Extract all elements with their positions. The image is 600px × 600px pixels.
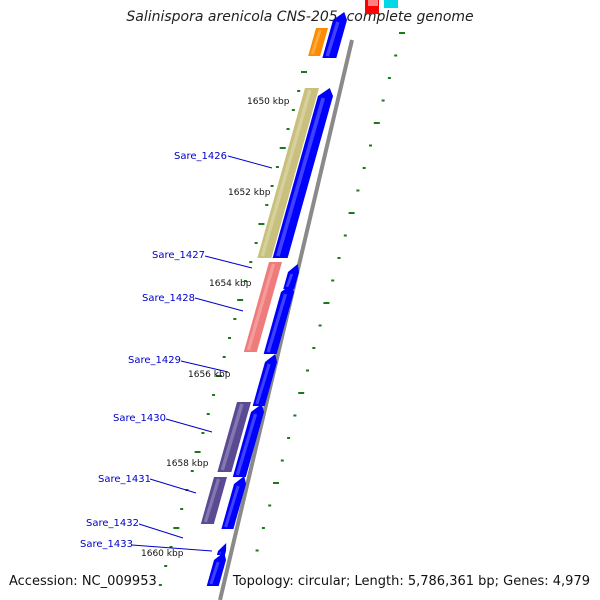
ruler-label: 1656 kbp (188, 370, 231, 380)
gene-arrow (263, 284, 294, 354)
salmon-feature (243, 262, 282, 352)
tick-layer (158, 32, 405, 586)
gene-arrow (221, 476, 246, 529)
gene-label: Sare_1429 (128, 355, 181, 366)
gene-label: Sare_1427 (152, 250, 205, 261)
gene-label: Sare_1430 (113, 413, 166, 424)
gene-leader-line (138, 523, 184, 539)
gene-label: Sare_1428 (142, 293, 195, 304)
gene-arrow (252, 354, 277, 406)
purple-feature-shine (220, 403, 244, 471)
purple-feature-shine (203, 478, 221, 523)
gene-arrow (216, 543, 227, 555)
label-layer: 1650 kbp 1652 kbp 1654 kbp 1656 kbp 1658 kbp… (80, 97, 290, 559)
gene-arrow-shine (276, 97, 326, 257)
gene-leader-line (227, 155, 273, 169)
gene-arrow (322, 12, 347, 58)
gene-arrow-shine (325, 21, 340, 57)
gene-arrow-shine (235, 413, 258, 476)
ruler-label: 1658 kbp (166, 459, 209, 469)
gene-arrow (272, 88, 333, 258)
ruler-label: 1660 kbp (141, 549, 184, 559)
olive-feature-shine (260, 89, 312, 257)
ruler-label: 1652 kbp (228, 188, 271, 198)
gene-arrow-shine (224, 485, 240, 528)
salmon-feature-shine (246, 263, 276, 351)
gene-leader-line (165, 418, 213, 433)
gene-leader-line (204, 255, 253, 269)
olive-feature (257, 88, 319, 258)
ruler-label: 1650 kbp (247, 97, 290, 107)
gene-label: Sare_1432 (86, 518, 139, 529)
gene-arrow-shine (266, 293, 288, 353)
gene-label: Sare_1426 (174, 151, 227, 162)
gene-label: Sare_1431 (98, 474, 151, 485)
gene-label: Sare_1433 (80, 539, 133, 550)
orange-feature-shine (310, 29, 322, 55)
gene-arrow (206, 552, 226, 586)
ruler-label: 1654 kbp (209, 279, 252, 289)
cyan-feature (384, 0, 398, 8)
purple-feature (217, 402, 251, 472)
red-feature-shine (368, 0, 378, 6)
map-title: Salinispora arenicola CNS-205, complete … (126, 9, 474, 25)
gene-arrow (232, 404, 264, 477)
feature-layer (200, 0, 398, 600)
gene-arrow-shine (285, 273, 294, 288)
gene-arrow-shine (209, 561, 220, 585)
gene-arrow (283, 264, 299, 289)
gene-leader-line (131, 544, 213, 552)
gene-leader-line (180, 360, 229, 373)
orange-feature (308, 28, 328, 56)
gene-leader-line (149, 478, 197, 494)
accession-label: Accession: NC_009953 (9, 574, 157, 589)
gene-leader-line (194, 297, 244, 312)
topology-label: Topology: circular; Length: 5,786,361 bp… (232, 574, 590, 589)
gene-arrow-shine (255, 363, 271, 405)
purple-feature (200, 477, 227, 524)
